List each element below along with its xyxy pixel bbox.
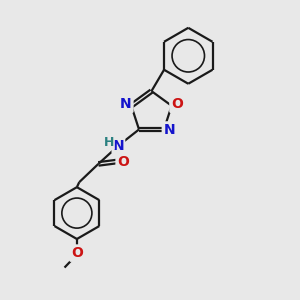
Text: O: O [171,97,183,111]
Text: N: N [112,139,124,153]
Text: O: O [71,246,83,260]
Text: N: N [164,123,175,137]
Text: N: N [120,97,132,111]
Text: O: O [117,154,129,169]
Text: H: H [104,136,114,149]
